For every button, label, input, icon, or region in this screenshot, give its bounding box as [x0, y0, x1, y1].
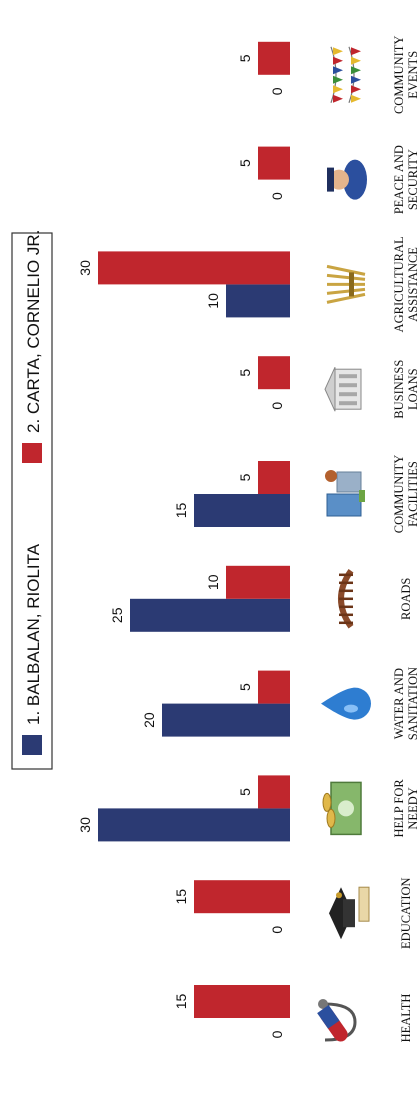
value-label-1-5: 15	[173, 503, 189, 519]
bar-1-5	[194, 494, 290, 527]
category-label-7-0: AGRICULTURAL	[392, 236, 406, 332]
graduation-cap-diploma-icon	[329, 886, 370, 940]
value-label-2-7: 30	[77, 260, 93, 276]
legend-swatch-2	[22, 443, 42, 463]
bar-2-6	[258, 356, 290, 390]
bunting-flags-icon	[330, 46, 361, 104]
value-label-1-2: 30	[77, 817, 93, 833]
bar-2-1	[194, 880, 290, 914]
bar-1-4	[130, 598, 290, 632]
bar-2-0	[194, 985, 290, 1018]
wooden-bridge-icon	[338, 569, 354, 629]
rotated-chart-group: 0 15 HEALTH 0 15 EDUCATION 30 5 HELP FOR NEEDY 20 5…	[11, 36, 420, 1043]
bar-2-4	[226, 565, 290, 599]
bar-2-2	[258, 775, 290, 809]
stethoscope-pill-icon	[317, 999, 357, 1042]
value-label-1-4: 25	[109, 607, 125, 623]
category-label-5-0: COMMUNITY	[392, 455, 406, 533]
value-label-1-7: 10	[205, 293, 221, 309]
bar-2-7	[98, 251, 290, 285]
category-label-1-0: EDUCATION	[399, 877, 413, 949]
bar-2-9	[258, 41, 290, 75]
value-label-1-0: 0	[269, 1030, 285, 1038]
bar-2-8	[258, 146, 290, 180]
community-buildings-icon	[325, 470, 365, 517]
value-label-2-3: 5	[237, 683, 253, 691]
category-label-8-1: SECURITY	[406, 149, 420, 210]
category-label-9-1: EVENTS	[406, 51, 420, 99]
category-label-5-1: FACILITIES	[406, 461, 420, 527]
legend-box	[11, 232, 53, 770]
bar-1-3	[162, 703, 290, 737]
police-officer-icon	[327, 159, 367, 200]
water-drop-icon	[321, 687, 371, 720]
wheat-bundle-icon	[326, 264, 366, 304]
category-label-4-0: ROADS	[399, 578, 413, 620]
value-label-2-5: 5	[237, 473, 253, 481]
value-label-2-6: 5	[237, 369, 253, 377]
category-label-0-0: HEALTH	[399, 994, 413, 1043]
category-label-6-1: LOANS	[406, 368, 420, 410]
money-coins-icon	[322, 781, 362, 836]
category-label-6-0: BUSINESS	[392, 360, 406, 419]
legend-swatch-1	[22, 735, 42, 755]
value-label-1-8: 0	[269, 192, 285, 200]
value-label-2-1: 15	[173, 889, 189, 905]
value-label-1-9: 0	[269, 87, 285, 95]
category-label-9-0: COMMUNITY	[392, 36, 406, 114]
category-label-3-1: SANITATION	[406, 667, 420, 740]
value-label-2-4: 10	[205, 574, 221, 590]
bar-1-2	[98, 808, 290, 842]
bar-1-7	[226, 284, 290, 318]
legend-label-1: 1. BALBALAN, RIOLITA	[24, 543, 43, 725]
value-label-2-9: 5	[237, 54, 253, 62]
value-label-2-0: 15	[173, 994, 189, 1010]
value-label-1-6: 0	[269, 402, 285, 410]
legend: 1. BALBALAN, RIOLITA 2. CARTA, CORNELIO J…	[11, 230, 53, 770]
category-label-8-0: PEACE AND	[392, 145, 406, 214]
value-label-2-2: 5	[237, 788, 253, 796]
category-label-3-0: WATER AND	[392, 668, 406, 739]
category-label-2-1: NEEDY	[406, 787, 420, 829]
value-label-2-8: 5	[237, 159, 253, 167]
category-label-7-1: ASSISTANCE	[406, 247, 420, 322]
legend-label-2: 2. CARTA, CORNELIO JR.	[24, 230, 43, 433]
bar-2-3	[258, 670, 290, 704]
bar-2-5	[258, 461, 290, 494]
value-label-1-1: 0	[269, 926, 285, 934]
bank-building-icon	[324, 366, 362, 412]
value-label-1-3: 20	[141, 712, 157, 728]
category-label-2-0: HELP FOR	[392, 779, 406, 838]
